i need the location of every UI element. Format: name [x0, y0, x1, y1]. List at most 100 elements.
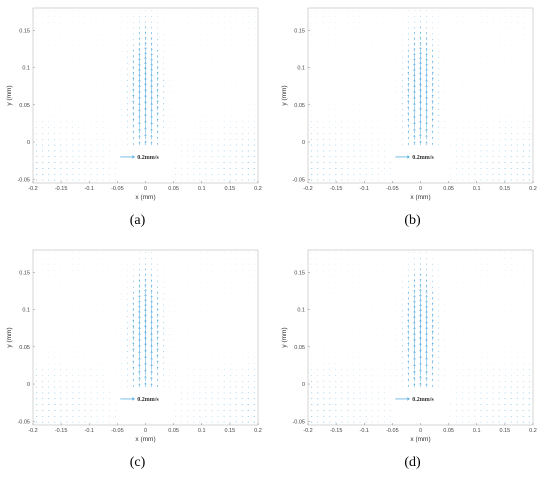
flow-vector-head — [419, 51, 422, 55]
vector-field — [310, 252, 531, 423]
flow-vector-head — [132, 71, 135, 74]
flow-vector-head — [156, 112, 159, 114]
flow-vector-head — [144, 283, 147, 286]
flow-vector-head — [419, 382, 422, 385]
flow-vector-head — [432, 49, 434, 51]
quiver-plot-d: -0.2 -0.15 -0.1 -0.05 0 0.05 0.1 0.15 0.2 -0.05 0 0… — [281, 249, 537, 443]
flow-vector-head — [150, 63, 153, 66]
flow-vector-head — [413, 363, 416, 367]
flow-vector-head — [419, 375, 422, 379]
flow-vector-head — [138, 63, 141, 66]
flow-vector-head — [156, 88, 159, 91]
flow-vector-head — [407, 94, 410, 97]
flow-vector-head — [407, 330, 410, 333]
flow-vector-head — [157, 49, 159, 51]
flow-vector-head — [156, 348, 159, 351]
y-tick-label: 0.1 — [22, 308, 30, 314]
flow-vector-head — [138, 37, 141, 39]
flow-vector-head — [407, 124, 410, 126]
flow-vector-head — [138, 370, 141, 373]
flow-vector-head — [419, 46, 422, 50]
flow-vector-head — [425, 63, 428, 66]
x-tick-label: 0.1 — [473, 428, 481, 434]
y-tick-label: 0.1 — [22, 66, 30, 72]
flow-vector-head — [156, 366, 159, 369]
flow-vector-head — [407, 291, 409, 293]
flow-vector-head — [431, 336, 434, 339]
flow-vector-head — [138, 279, 141, 281]
flow-vector-head — [413, 376, 416, 379]
reference-vector-head — [407, 397, 410, 401]
y-tick-label: 0 — [302, 382, 305, 388]
y-axis-label: y (mm) — [281, 85, 288, 105]
flow-vector-head — [132, 366, 135, 368]
flow-vector-head — [144, 382, 147, 385]
flow-vector-head — [413, 274, 415, 276]
flow-vector-head — [132, 77, 135, 79]
flow-vector-head — [432, 384, 434, 387]
x-tick-label: 0.05 — [443, 186, 454, 192]
flow-vector-head — [138, 295, 141, 298]
flow-vector-head — [425, 294, 428, 298]
y-tick-label: -0.05 — [17, 419, 30, 425]
flow-vector-head — [132, 143, 134, 145]
y-tick-label: 0.05 — [19, 345, 30, 351]
flow-vector-head — [426, 274, 428, 276]
flow-vector-head — [156, 360, 159, 362]
flow-vector-head — [407, 77, 410, 79]
flow-vector-head — [144, 375, 147, 378]
flow-vector-head — [419, 26, 422, 28]
flow-vector-head — [138, 134, 141, 137]
flow-vector-head — [150, 294, 153, 298]
flow-vector-head — [413, 42, 416, 45]
flow-vector-head — [132, 319, 135, 321]
flow-vector-head — [407, 136, 410, 139]
flow-vector-head — [156, 124, 159, 127]
y-axis-label: y (mm) — [6, 85, 13, 105]
reference-label: 0.2mm/s — [412, 397, 434, 403]
flow-vector-head — [407, 88, 410, 91]
caption-d: (d) — [404, 455, 421, 470]
flow-vector-head — [425, 32, 428, 34]
x-tick-label: -0.2 — [28, 428, 37, 434]
reference-label: 0.2mm/s — [137, 397, 159, 403]
x-tick-label: -0.1 — [360, 428, 369, 434]
flow-vector-head — [407, 60, 410, 62]
flow-vector-head — [425, 376, 428, 379]
flow-vector-head — [144, 369, 147, 372]
flow-vector-head — [419, 36, 422, 39]
flow-vector-head — [151, 274, 153, 276]
vector-field — [35, 252, 256, 423]
x-tick-label: 0.15 — [500, 186, 511, 192]
flow-vector-head — [407, 71, 410, 74]
flow-vector-head — [431, 360, 434, 362]
flow-vector-head — [419, 369, 422, 372]
x-tick-label: 0.1 — [198, 186, 206, 192]
reference-vector-head — [407, 155, 410, 159]
flow-vector-head — [425, 121, 428, 125]
flow-vector-head — [156, 308, 159, 310]
flow-vector-head — [425, 289, 428, 292]
x-tick-label: -0.05 — [386, 428, 399, 434]
flow-vector-head — [138, 363, 141, 367]
flow-vector-head — [419, 268, 422, 270]
flow-vector-head — [157, 55, 159, 57]
y-tick-label: 0.05 — [294, 345, 305, 351]
flow-vector-head — [419, 293, 422, 297]
flow-vector-head — [150, 305, 153, 308]
flow-vector-head — [157, 378, 159, 381]
flow-vector-head — [150, 363, 153, 367]
flow-vector-head — [431, 100, 434, 103]
flow-vector-head — [132, 106, 135, 109]
flow-vector-head — [432, 291, 434, 293]
flow-vector-head — [156, 354, 159, 356]
flow-vector-head — [132, 49, 134, 51]
flow-vector-head — [157, 384, 159, 387]
panel-b: -0.2 -0.15 -0.1 -0.05 0 0.05 0.1 0.15 0.2 -0.05 0 0… — [275, 0, 550, 241]
flow-vector-head — [419, 41, 422, 44]
flow-vector-head — [144, 278, 147, 281]
flow-vector-head — [431, 378, 434, 381]
flow-vector-head — [138, 305, 141, 308]
y-axis-label: y (mm) — [281, 327, 288, 347]
flow-vector-head — [138, 58, 141, 61]
